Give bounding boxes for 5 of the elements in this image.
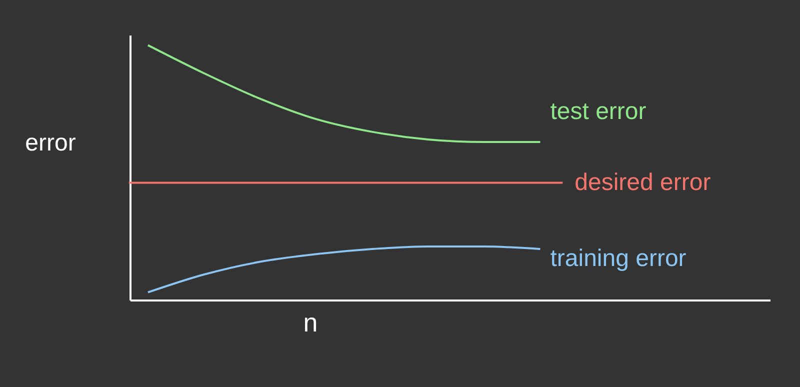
y-axis-title: error: [25, 130, 76, 156]
series-label: test error: [550, 98, 646, 126]
series-label: training error: [550, 245, 686, 272]
ref-line-label: desired error: [574, 168, 711, 196]
x-axis-title: n: [303, 308, 318, 338]
